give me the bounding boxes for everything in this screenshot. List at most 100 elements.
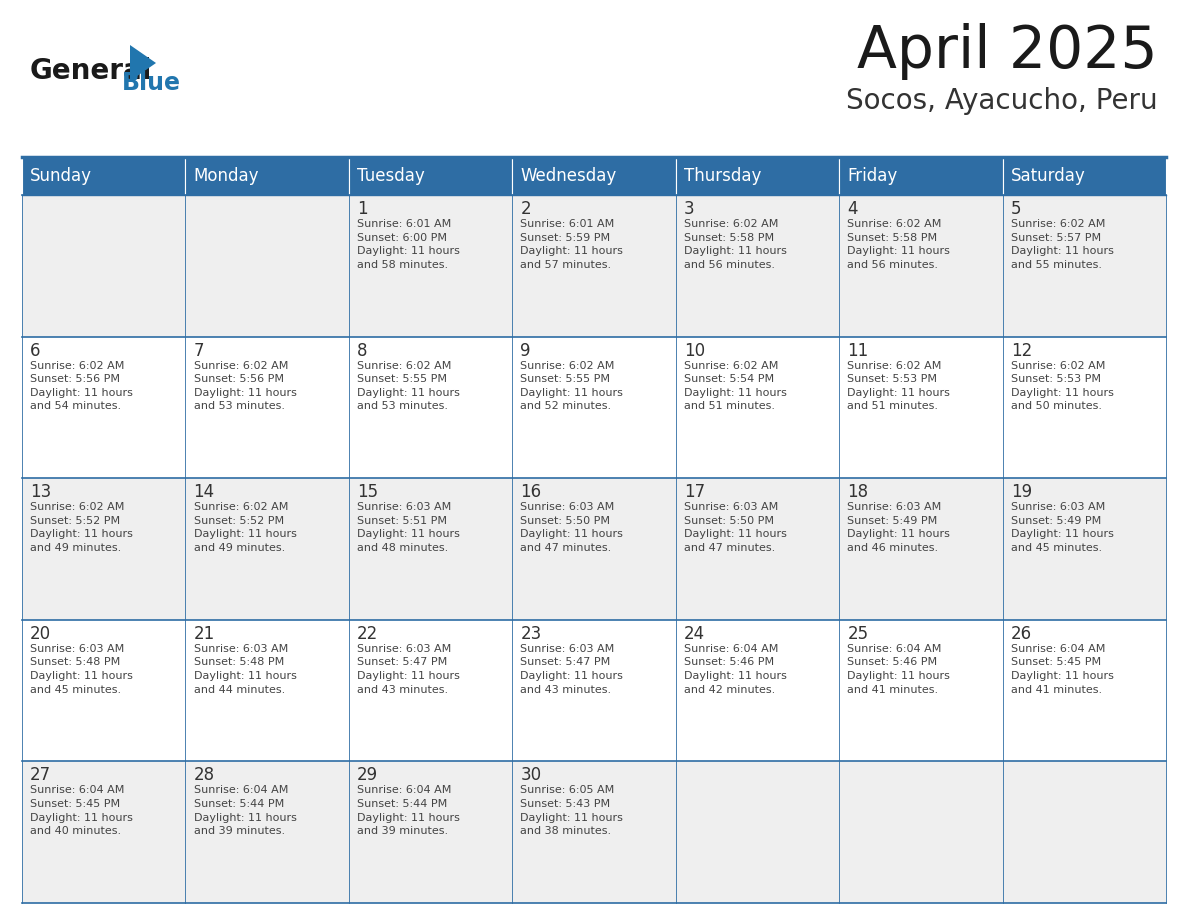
Text: Sunrise: 6:02 AM
Sunset: 5:54 PM
Daylight: 11 hours
and 51 minutes.: Sunrise: 6:02 AM Sunset: 5:54 PM Dayligh… — [684, 361, 786, 411]
Text: 12: 12 — [1011, 341, 1032, 360]
Bar — [1003, 195, 1165, 337]
Text: Sunrise: 6:03 AM
Sunset: 5:50 PM
Daylight: 11 hours
and 47 minutes.: Sunrise: 6:03 AM Sunset: 5:50 PM Dayligh… — [684, 502, 786, 553]
Bar — [676, 478, 839, 620]
Text: 5: 5 — [1011, 200, 1022, 218]
Text: Sunrise: 6:04 AM
Sunset: 5:45 PM
Daylight: 11 hours
and 40 minutes.: Sunrise: 6:04 AM Sunset: 5:45 PM Dayligh… — [30, 786, 133, 836]
Text: Sunrise: 6:01 AM
Sunset: 6:00 PM
Daylight: 11 hours
and 58 minutes.: Sunrise: 6:01 AM Sunset: 6:00 PM Dayligh… — [358, 219, 460, 270]
Text: 8: 8 — [358, 341, 367, 360]
Bar — [23, 761, 185, 903]
Text: 20: 20 — [30, 625, 51, 643]
Text: Sunrise: 6:02 AM
Sunset: 5:53 PM
Daylight: 11 hours
and 51 minutes.: Sunrise: 6:02 AM Sunset: 5:53 PM Dayligh… — [847, 361, 950, 411]
Bar — [185, 157, 349, 195]
Text: Thursday: Thursday — [684, 167, 762, 185]
Text: 25: 25 — [847, 625, 868, 643]
Text: 16: 16 — [520, 483, 542, 501]
Bar — [839, 620, 1003, 761]
Text: 9: 9 — [520, 341, 531, 360]
Bar — [1003, 478, 1165, 620]
Text: Monday: Monday — [194, 167, 259, 185]
Text: April 2025: April 2025 — [858, 23, 1158, 80]
Text: 23: 23 — [520, 625, 542, 643]
Text: 29: 29 — [358, 767, 378, 784]
Text: 28: 28 — [194, 767, 215, 784]
Bar — [1003, 761, 1165, 903]
Bar — [23, 478, 185, 620]
Text: 24: 24 — [684, 625, 704, 643]
Bar — [512, 478, 676, 620]
Text: 4: 4 — [847, 200, 858, 218]
Bar — [839, 761, 1003, 903]
Text: Sunrise: 6:03 AM
Sunset: 5:48 PM
Daylight: 11 hours
and 44 minutes.: Sunrise: 6:03 AM Sunset: 5:48 PM Dayligh… — [194, 644, 297, 695]
Text: Blue: Blue — [122, 71, 181, 95]
Text: Sunrise: 6:03 AM
Sunset: 5:47 PM
Daylight: 11 hours
and 43 minutes.: Sunrise: 6:03 AM Sunset: 5:47 PM Dayligh… — [520, 644, 624, 695]
Bar — [839, 195, 1003, 337]
Text: 15: 15 — [358, 483, 378, 501]
Bar — [349, 157, 512, 195]
Bar — [23, 195, 185, 337]
Text: 18: 18 — [847, 483, 868, 501]
Bar — [349, 620, 512, 761]
Text: Sunrise: 6:05 AM
Sunset: 5:43 PM
Daylight: 11 hours
and 38 minutes.: Sunrise: 6:05 AM Sunset: 5:43 PM Dayligh… — [520, 786, 624, 836]
Text: Sunrise: 6:02 AM
Sunset: 5:56 PM
Daylight: 11 hours
and 54 minutes.: Sunrise: 6:02 AM Sunset: 5:56 PM Dayligh… — [30, 361, 133, 411]
Text: Saturday: Saturday — [1011, 167, 1086, 185]
Text: Sunrise: 6:02 AM
Sunset: 5:55 PM
Daylight: 11 hours
and 53 minutes.: Sunrise: 6:02 AM Sunset: 5:55 PM Dayligh… — [358, 361, 460, 411]
Text: Sunrise: 6:03 AM
Sunset: 5:49 PM
Daylight: 11 hours
and 46 minutes.: Sunrise: 6:03 AM Sunset: 5:49 PM Dayligh… — [847, 502, 950, 553]
Bar — [349, 478, 512, 620]
Bar — [512, 337, 676, 478]
Text: 2: 2 — [520, 200, 531, 218]
Bar — [1003, 157, 1165, 195]
Text: 27: 27 — [30, 767, 51, 784]
Bar — [676, 195, 839, 337]
Text: 17: 17 — [684, 483, 704, 501]
Bar — [185, 195, 349, 337]
Bar — [512, 620, 676, 761]
Bar — [349, 195, 512, 337]
Text: Sunrise: 6:02 AM
Sunset: 5:58 PM
Daylight: 11 hours
and 56 minutes.: Sunrise: 6:02 AM Sunset: 5:58 PM Dayligh… — [684, 219, 786, 270]
Text: Sunrise: 6:03 AM
Sunset: 5:47 PM
Daylight: 11 hours
and 43 minutes.: Sunrise: 6:03 AM Sunset: 5:47 PM Dayligh… — [358, 644, 460, 695]
Text: Sunrise: 6:02 AM
Sunset: 5:52 PM
Daylight: 11 hours
and 49 minutes.: Sunrise: 6:02 AM Sunset: 5:52 PM Dayligh… — [30, 502, 133, 553]
Text: 13: 13 — [30, 483, 51, 501]
Text: Sunrise: 6:03 AM
Sunset: 5:51 PM
Daylight: 11 hours
and 48 minutes.: Sunrise: 6:03 AM Sunset: 5:51 PM Dayligh… — [358, 502, 460, 553]
Text: Sunrise: 6:02 AM
Sunset: 5:58 PM
Daylight: 11 hours
and 56 minutes.: Sunrise: 6:02 AM Sunset: 5:58 PM Dayligh… — [847, 219, 950, 270]
Bar — [185, 761, 349, 903]
Text: Sunrise: 6:03 AM
Sunset: 5:48 PM
Daylight: 11 hours
and 45 minutes.: Sunrise: 6:03 AM Sunset: 5:48 PM Dayligh… — [30, 644, 133, 695]
Bar — [23, 620, 185, 761]
Text: Friday: Friday — [847, 167, 898, 185]
Text: 10: 10 — [684, 341, 704, 360]
Bar — [349, 761, 512, 903]
Text: 6: 6 — [30, 341, 40, 360]
Text: 1: 1 — [358, 200, 367, 218]
Bar — [185, 478, 349, 620]
Text: Sunrise: 6:04 AM
Sunset: 5:45 PM
Daylight: 11 hours
and 41 minutes.: Sunrise: 6:04 AM Sunset: 5:45 PM Dayligh… — [1011, 644, 1113, 695]
Bar — [676, 157, 839, 195]
Text: 26: 26 — [1011, 625, 1032, 643]
Text: 22: 22 — [358, 625, 378, 643]
Bar — [676, 337, 839, 478]
Text: 30: 30 — [520, 767, 542, 784]
Text: Sunrise: 6:04 AM
Sunset: 5:46 PM
Daylight: 11 hours
and 42 minutes.: Sunrise: 6:04 AM Sunset: 5:46 PM Dayligh… — [684, 644, 786, 695]
Text: Sunrise: 6:02 AM
Sunset: 5:56 PM
Daylight: 11 hours
and 53 minutes.: Sunrise: 6:02 AM Sunset: 5:56 PM Dayligh… — [194, 361, 297, 411]
Text: General: General — [30, 57, 152, 85]
Text: Sunrise: 6:03 AM
Sunset: 5:49 PM
Daylight: 11 hours
and 45 minutes.: Sunrise: 6:03 AM Sunset: 5:49 PM Dayligh… — [1011, 502, 1113, 553]
Text: Tuesday: Tuesday — [358, 167, 425, 185]
Text: 21: 21 — [194, 625, 215, 643]
Text: Sunrise: 6:02 AM
Sunset: 5:55 PM
Daylight: 11 hours
and 52 minutes.: Sunrise: 6:02 AM Sunset: 5:55 PM Dayligh… — [520, 361, 624, 411]
Bar — [512, 195, 676, 337]
Text: 14: 14 — [194, 483, 215, 501]
Bar — [23, 157, 185, 195]
Bar — [676, 620, 839, 761]
Bar — [185, 620, 349, 761]
Bar — [839, 337, 1003, 478]
Bar — [839, 478, 1003, 620]
Text: Sunrise: 6:04 AM
Sunset: 5:44 PM
Daylight: 11 hours
and 39 minutes.: Sunrise: 6:04 AM Sunset: 5:44 PM Dayligh… — [194, 786, 297, 836]
Bar — [1003, 337, 1165, 478]
Bar — [1003, 620, 1165, 761]
Text: Sunrise: 6:02 AM
Sunset: 5:57 PM
Daylight: 11 hours
and 55 minutes.: Sunrise: 6:02 AM Sunset: 5:57 PM Dayligh… — [1011, 219, 1113, 270]
Bar — [676, 761, 839, 903]
Text: Sunrise: 6:01 AM
Sunset: 5:59 PM
Daylight: 11 hours
and 57 minutes.: Sunrise: 6:01 AM Sunset: 5:59 PM Dayligh… — [520, 219, 624, 270]
Bar — [512, 761, 676, 903]
Text: Sunrise: 6:02 AM
Sunset: 5:52 PM
Daylight: 11 hours
and 49 minutes.: Sunrise: 6:02 AM Sunset: 5:52 PM Dayligh… — [194, 502, 297, 553]
Text: Socos, Ayacucho, Peru: Socos, Ayacucho, Peru — [846, 87, 1158, 115]
Text: Sunrise: 6:04 AM
Sunset: 5:46 PM
Daylight: 11 hours
and 41 minutes.: Sunrise: 6:04 AM Sunset: 5:46 PM Dayligh… — [847, 644, 950, 695]
Text: 3: 3 — [684, 200, 695, 218]
